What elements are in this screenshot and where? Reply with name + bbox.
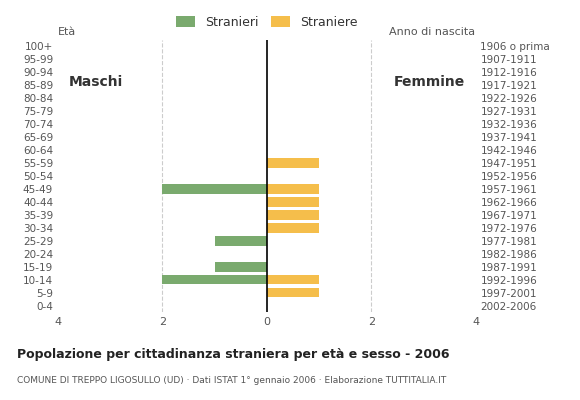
Bar [267,184,319,194]
Bar [267,210,319,220]
Text: Maschi: Maschi [68,76,123,90]
Bar [215,236,267,246]
Legend: Stranieri, Straniere: Stranieri, Straniere [171,11,362,34]
Bar [162,275,267,284]
Text: Età: Età [58,27,76,37]
Bar [215,262,267,272]
Bar [267,223,319,233]
Text: COMUNE DI TREPPO LIGOSULLO (UD) · Dati ISTAT 1° gennaio 2006 · Elaborazione TUTT: COMUNE DI TREPPO LIGOSULLO (UD) · Dati I… [17,376,447,385]
Text: Femmine: Femmine [394,76,465,90]
Bar [267,158,319,168]
Text: Anno di nascita: Anno di nascita [390,27,476,37]
Bar [267,197,319,207]
Text: Popolazione per cittadinanza straniera per età e sesso - 2006: Popolazione per cittadinanza straniera p… [17,348,450,361]
Bar [267,275,319,284]
Bar [162,184,267,194]
Bar [267,288,319,298]
